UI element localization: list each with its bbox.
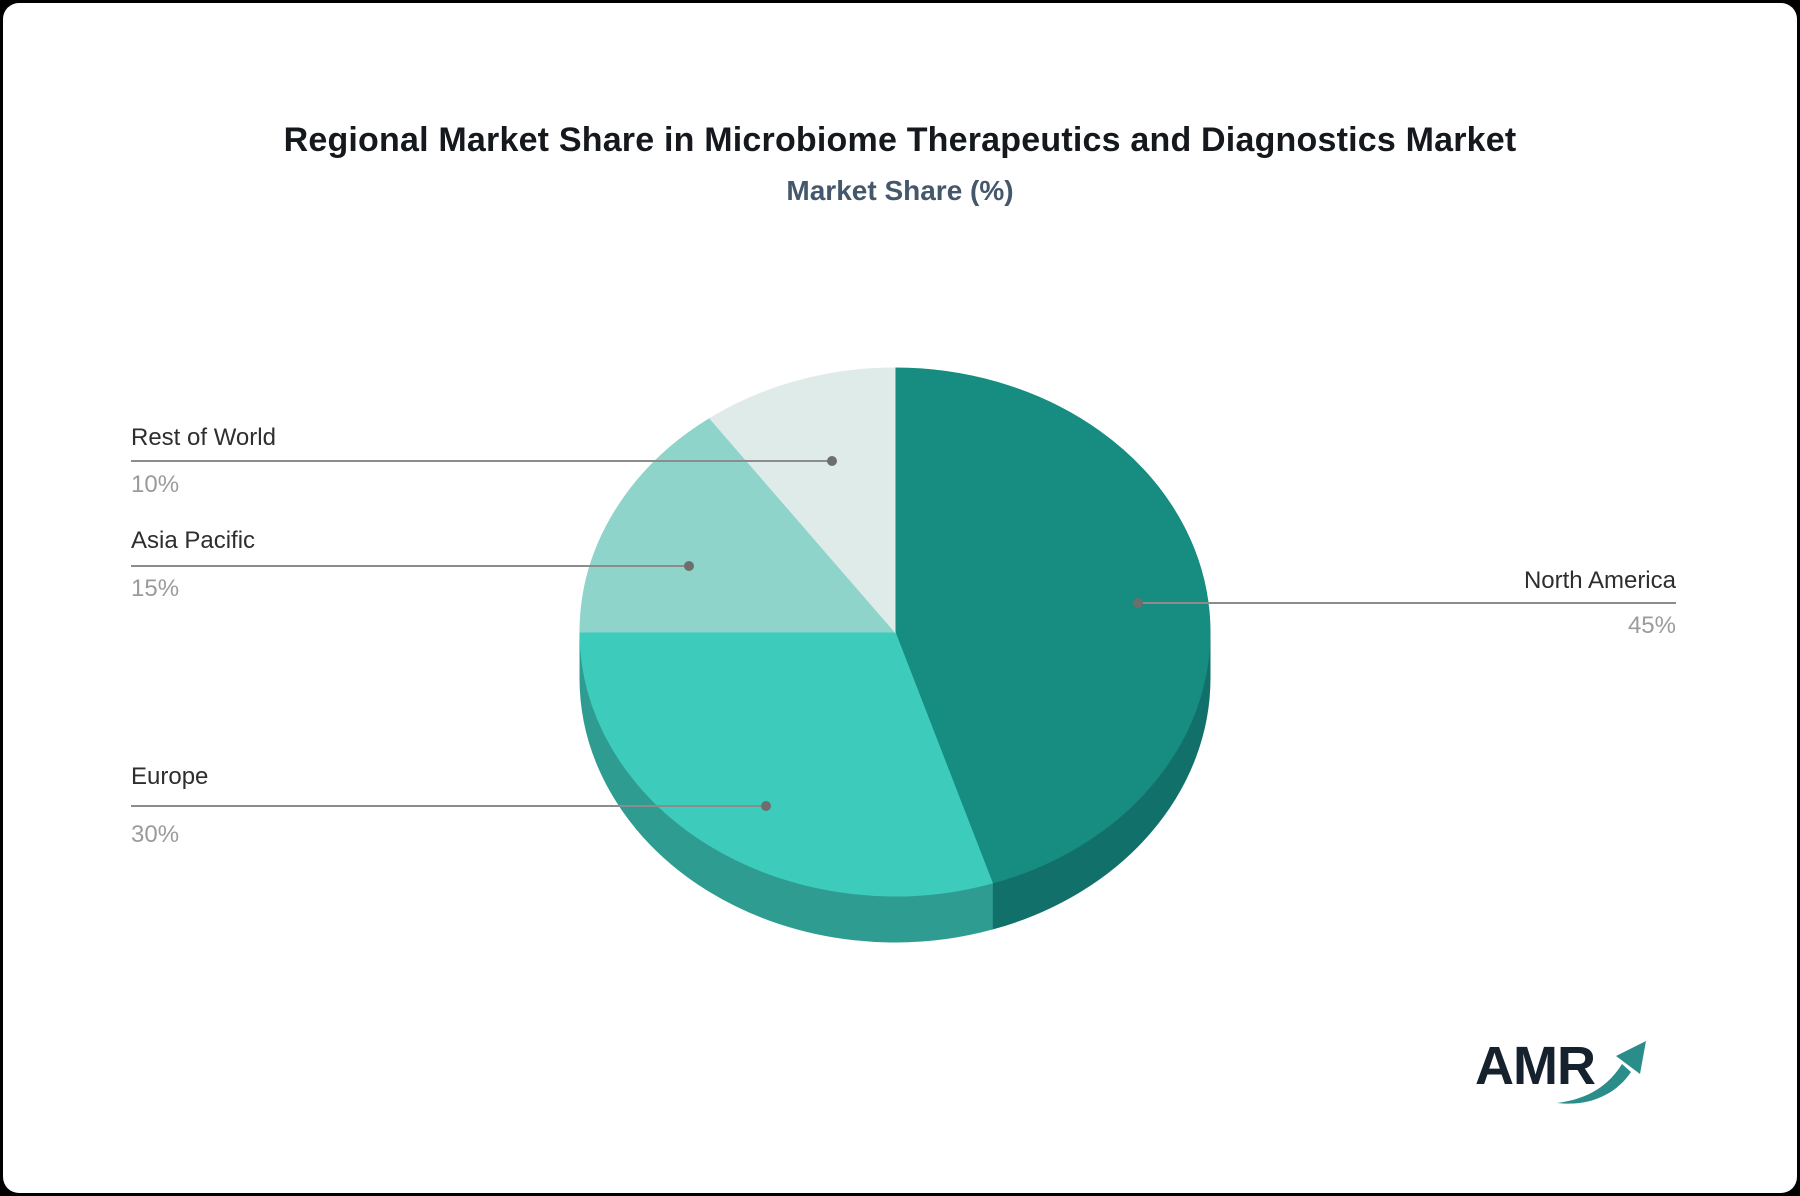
label-rest-of-world: Rest of World: [131, 424, 276, 451]
label-asia-pacific: Asia Pacific: [131, 527, 256, 554]
value-rest-of-world: 10%: [131, 471, 180, 498]
growth-arrow-icon: [1557, 1041, 1646, 1104]
pie-slice-europe: [579, 631, 994, 897]
amr-logo: AMR: [1475, 1035, 1655, 1115]
amr-logo-text: AMR: [1475, 1036, 1596, 1096]
value-europe: 30%: [131, 821, 180, 848]
chart-page: Regional Market Share in Microbiome Ther…: [3, 3, 1797, 1193]
arrow-swoosh: [1557, 1064, 1631, 1104]
value-north-america: 45%: [1627, 612, 1676, 639]
label-north-america: North America: [1523, 567, 1676, 594]
chart-subtitle: Market Share (%): [786, 175, 1014, 206]
label-europe: Europe: [131, 763, 209, 790]
pie-slice-asia-pacific: [579, 417, 897, 633]
value-asia-pacific: 15%: [131, 575, 180, 602]
pie-slice-north-america: [894, 367, 1211, 884]
pie-slice-rest-of-world: [709, 367, 896, 634]
pie-chart: [579, 367, 1211, 943]
arrow-head: [1616, 1041, 1646, 1074]
chart-title: Regional Market Share in Microbiome Ther…: [283, 121, 1517, 159]
